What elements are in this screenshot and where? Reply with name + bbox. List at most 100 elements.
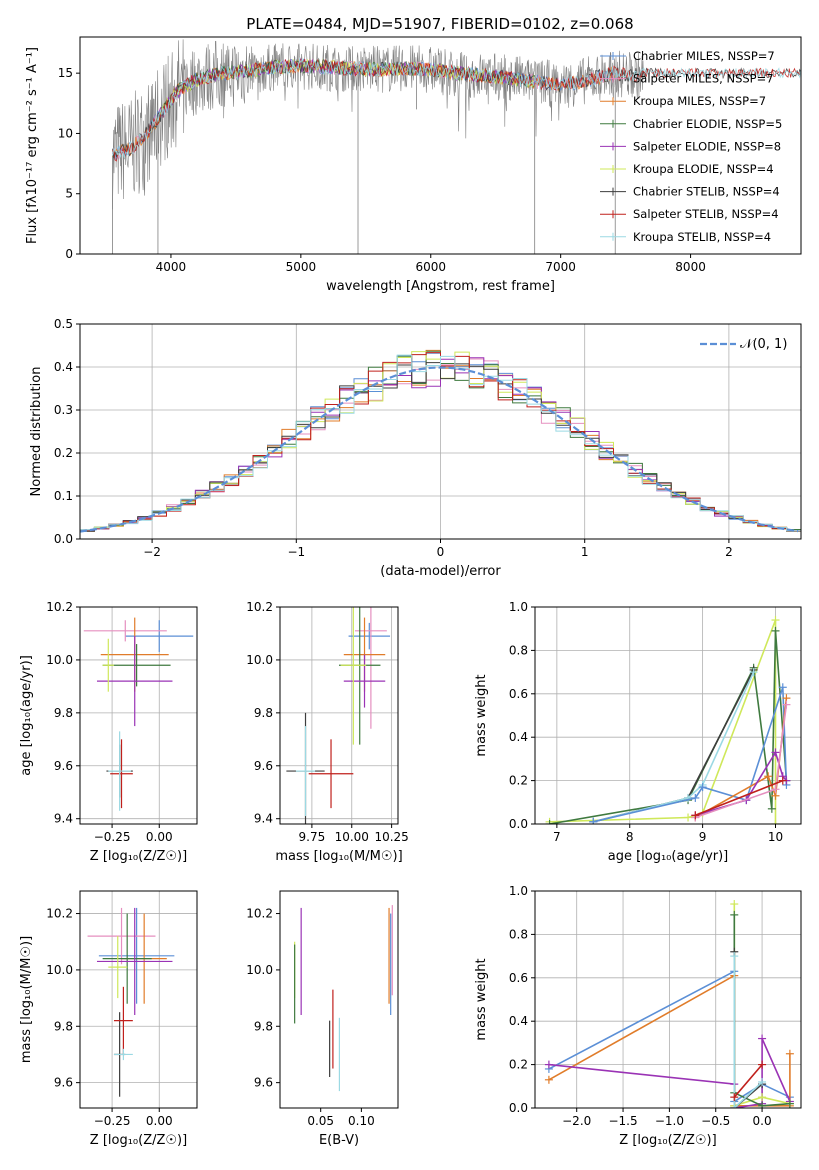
x-axis-label: (data-model)/error (380, 564, 501, 579)
axes-frame (534, 890, 802, 1109)
weight-line-salpeter_stelib (695, 779, 784, 817)
axes-frame (79, 36, 802, 255)
plot-area-weight_vs_Z (544, 900, 794, 1108)
y-tick-label: 9.8 (54, 1019, 73, 1033)
y-tick-label: 1.0 (509, 600, 528, 614)
y-tick-label: 10.2 (246, 600, 273, 614)
x-axis-label: Z [log₁₀(Z/Z☉)] (619, 1133, 716, 1148)
y-tick-label: 9.6 (54, 1076, 73, 1090)
x-tick-label: −0.25 (94, 1114, 131, 1128)
x-axis-label: age [log₁₀(age/yr)] (608, 849, 729, 864)
x-tick-label: 0.10 (348, 1114, 375, 1128)
x-axis-label: Z [log₁₀(Z/Z☉)] (90, 849, 187, 864)
y-tick-label: 0.1 (54, 489, 73, 503)
axes-weight_vs_age: 7 8 9 10 0.0 0.2 0.4 0.6 0.8 1.0 age [log₁₀(age/yr… (474, 600, 802, 864)
axes-weight_vs_Z: −2.0 −1.5 −1.0 −0.5 0.0 0.0 0.2 0.4 0.6 0.8 1.0 Z [… (474, 884, 802, 1148)
legend-label: Kroupa MILES, NSSP=7 (633, 94, 766, 108)
y-tick-label: 0.6 (509, 971, 528, 985)
x-tick-label: 0.0 (753, 1114, 772, 1128)
plot-area-mass_vs_ebv (294, 905, 393, 1092)
weight-line-chabrier_elodie (549, 630, 788, 824)
x-tick-label: 8000 (675, 260, 706, 274)
x-tick-label: 0.05 (307, 1114, 334, 1128)
x-axis-label: mass [log₁₀(M/M☉)] (275, 849, 402, 864)
axes-mass_vs_Z: −0.25 0.00 9.6 9.8 10.0 10.2 Z [log₁₀(Z/Z☉)] ma… (19, 890, 198, 1148)
plot-area-age_vs_Z (83, 617, 194, 811)
x-tick-label: 0 (437, 545, 445, 559)
y-tick-label: 0.4 (54, 360, 73, 374)
x-tick-label: 9 (699, 830, 707, 844)
x-tick-label: −1.0 (655, 1114, 684, 1128)
plot-area-spectrum (112, 39, 801, 254)
axes-spectrum: 4000 5000 6000 7000 8000 0 5 10 15 wavelength [An… (25, 36, 802, 294)
weight-line-chabrier_stelib (733, 951, 763, 1108)
axes-residuals: −2 −1 0 1 2 0.0 0.1 0.2 0.3 0.4 0.5 (data-model)/er… (29, 317, 802, 579)
x-tick-label: 0.00 (146, 1114, 173, 1128)
y-axis-label: Flux [fλ10⁻¹⁷ erg cm⁻² s⁻¹ A⁻¹] (25, 47, 40, 244)
y-tick-label: 0.3 (54, 403, 73, 417)
axes-mass_vs_ebv: 0.05 0.10 9.6 9.8 10.0 10.2 E(B-V) (246, 890, 399, 1148)
y-tick-label: 15 (58, 66, 73, 80)
y-tick-label: 10.0 (46, 653, 73, 667)
x-axis-label: wavelength [Angstrom, rest frame] (326, 279, 555, 294)
x-tick-label: 6000 (415, 260, 446, 274)
weight-line-kroupa_stelib (593, 671, 755, 823)
legend-label: Salpeter ELODIE, NSSP=8 (633, 139, 781, 153)
legend-label: 𝒩(0, 1) (740, 337, 787, 352)
y-tick-label: 0.8 (509, 643, 528, 657)
gaussian-curve (80, 366, 799, 533)
x-axis-label: Z [log₁₀(Z/Z☉)] (90, 1133, 187, 1148)
y-tick-label: 0 (65, 247, 73, 261)
x-tick-label: 7000 (545, 260, 576, 274)
x-tick-label: 10.25 (374, 830, 408, 844)
y-tick-label: 10.2 (46, 907, 73, 921)
plot-area-age_vs_mass (286, 607, 391, 824)
plot-area-weight_vs_age (545, 616, 791, 824)
y-tick-label: 0.2 (509, 1058, 528, 1072)
y-tick-label: 0.0 (509, 1101, 528, 1115)
y-axis-label: mass [log₁₀(M/M☉)] (19, 936, 34, 1063)
axes-frame (79, 890, 198, 1109)
axes-age_vs_mass: 9.75 10.00 10.25 9.4 9.6 9.8 10.0 10.2 mass [log… (246, 600, 409, 864)
legend-label: Chabrier ELODIE, NSSP=5 (633, 117, 782, 131)
y-tick-label: 0.4 (509, 730, 528, 744)
y-tick-label: 10.2 (46, 600, 73, 614)
y-tick-label: 0.4 (509, 1014, 528, 1028)
y-tick-label: 0.0 (54, 532, 73, 546)
y-tick-label: 10.0 (246, 653, 273, 667)
y-tick-label: 9.8 (54, 706, 73, 720)
weight-line-salpeter_elodie (548, 1038, 791, 1108)
legend-label: Kroupa ELODIE, NSSP=4 (633, 162, 774, 176)
weight-line-chabrier_miles (593, 687, 788, 823)
legend-label: Salpeter STELIB, NSSP=4 (633, 207, 779, 221)
x-tick-label: −2 (143, 545, 161, 559)
x-tick-label: 10.00 (335, 830, 369, 844)
legend-label: Kroupa STELIB, NSSP=4 (633, 230, 771, 244)
y-tick-label: 9.8 (254, 706, 273, 720)
y-tick-label: 0.5 (54, 317, 73, 331)
plot-area-mass_vs_Z (87, 907, 175, 1097)
y-axis-label: age [log₁₀(age/yr)] (19, 655, 34, 776)
y-tick-label: 0.2 (54, 446, 73, 460)
legend-label: Salpeter MILES, NSSP=7 (633, 72, 774, 86)
x-tick-label: −1.5 (608, 1114, 637, 1128)
y-tick-label: 0.0 (509, 817, 528, 831)
axes-frame (79, 606, 198, 825)
x-tick-label: 10 (768, 830, 783, 844)
y-tick-label: 1.0 (509, 884, 528, 898)
x-tick-label: 0.00 (146, 830, 173, 844)
model-line-kroupa_stelib (112, 57, 801, 159)
x-tick-label: 5000 (286, 260, 317, 274)
y-tick-label: 10.0 (46, 963, 73, 977)
plots: 4000 5000 6000 7000 8000 0 5 10 15 wavelength [An… (19, 36, 802, 1148)
y-tick-label: 0.6 (509, 687, 528, 701)
x-tick-label: −2.0 (562, 1114, 591, 1128)
weight-line-kroupa_stelib (733, 956, 763, 1108)
y-tick-label: 9.4 (54, 812, 73, 826)
y-tick-label: 0.2 (509, 774, 528, 788)
y-tick-label: 5 (65, 187, 73, 201)
x-axis-label: E(B-V) (319, 1133, 359, 1148)
figure-title: PLATE=0484, MJD=51907, FIBERID=0102, z=0… (246, 15, 633, 33)
x-tick-label: 4000 (156, 260, 187, 274)
y-tick-label: 0.8 (509, 927, 528, 941)
